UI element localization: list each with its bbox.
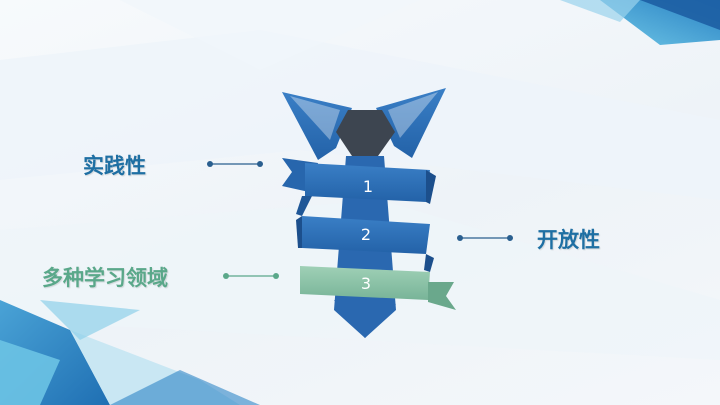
collar-right xyxy=(376,88,446,158)
tie-tip xyxy=(334,300,396,338)
bottom-left-corner-decoration xyxy=(0,300,260,405)
step-number-1: 1 xyxy=(363,177,373,196)
step-band-1 xyxy=(305,163,430,202)
step-number-2: 2 xyxy=(361,225,371,244)
collar-left xyxy=(282,92,352,160)
connector-multi-domain xyxy=(223,273,279,279)
step-band-3 xyxy=(300,266,430,300)
label-open: 开放性 xyxy=(537,228,600,252)
tie-diagram xyxy=(282,88,456,338)
top-right-corner-decoration xyxy=(560,0,720,45)
ribbon-tail-3 xyxy=(428,282,456,310)
connector-practice xyxy=(207,161,263,167)
label-multi-domain: 多种学习领域 xyxy=(42,266,168,290)
tie-knot xyxy=(336,110,395,156)
step-number-3: 3 xyxy=(361,274,371,293)
label-practice: 实践性 xyxy=(83,154,146,178)
step-band-2 xyxy=(302,216,430,254)
connector-open xyxy=(457,235,513,241)
